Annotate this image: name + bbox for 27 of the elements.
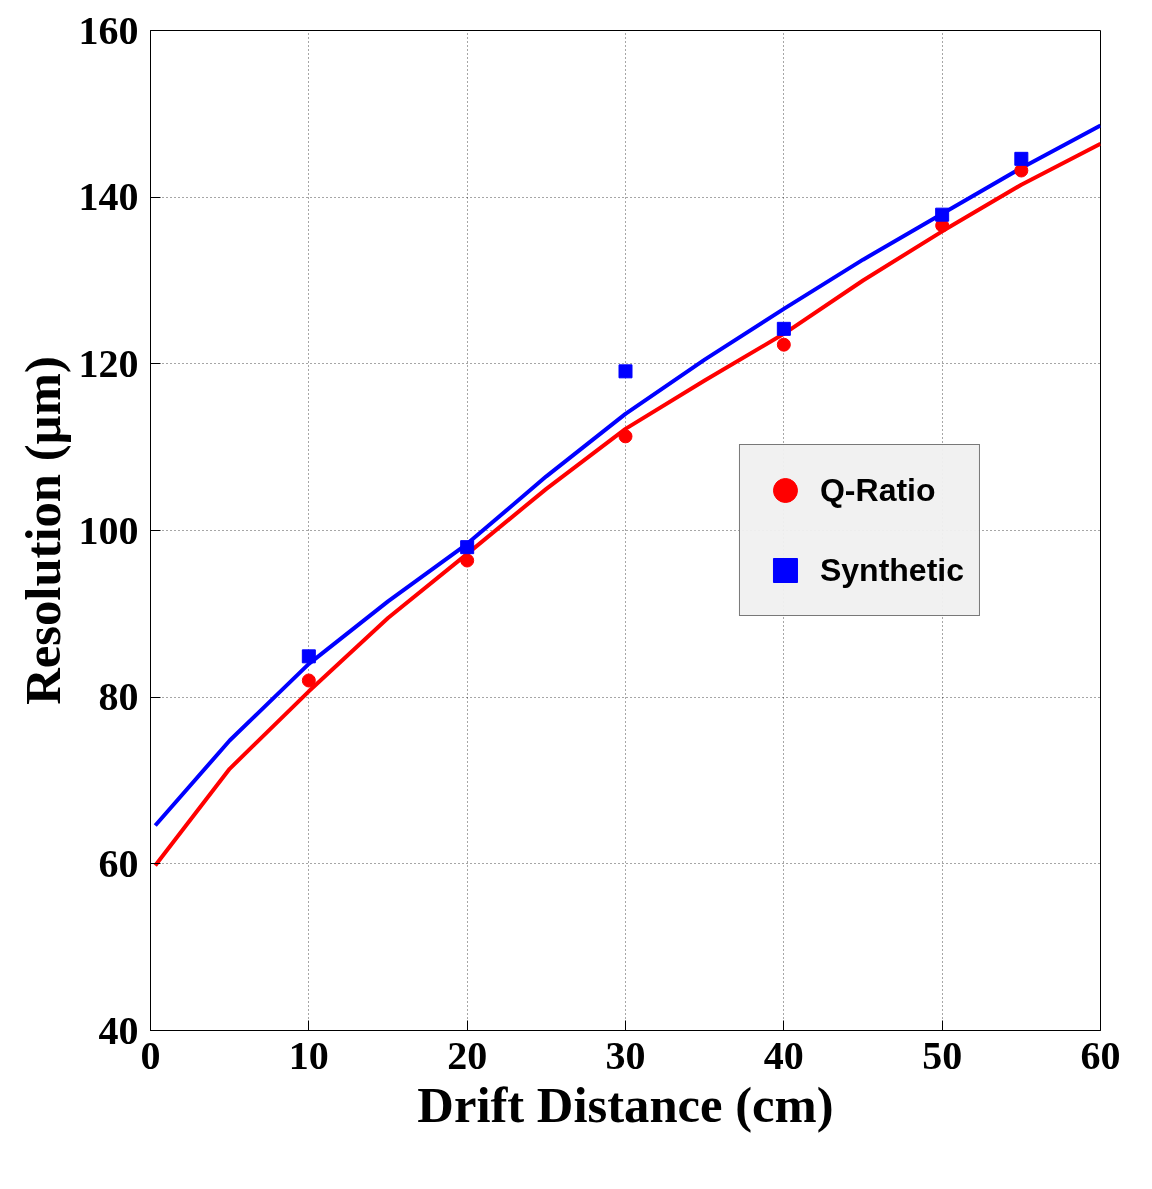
y-tick-label: 60 — [98, 840, 139, 886]
x-tick-label: 60 — [1080, 1032, 1121, 1078]
y-axis-title: Resolution (µm) — [14, 356, 71, 705]
x-axis-title: Drift Distance (cm) — [417, 1076, 834, 1133]
y-tick-label: 100 — [78, 507, 139, 553]
legend-label: Synthetic — [819, 551, 964, 589]
point — [301, 649, 316, 664]
x-tick-label: 30 — [605, 1032, 646, 1078]
x-tick-label: 40 — [763, 1032, 804, 1078]
point — [776, 321, 791, 336]
point — [301, 673, 316, 688]
y-tick-label: 160 — [78, 7, 139, 53]
legend-label: Q-Ratio — [819, 471, 936, 509]
point — [935, 207, 950, 222]
x-tick-label: 0 — [140, 1032, 161, 1078]
y-tick-label: 140 — [78, 174, 139, 220]
y-tick-label: 80 — [98, 674, 139, 720]
x-tick-label: 20 — [447, 1032, 488, 1078]
point — [618, 364, 633, 379]
point — [1014, 151, 1029, 166]
point — [460, 540, 475, 555]
x-tick-label: 50 — [922, 1032, 963, 1078]
y-tick-label: 120 — [78, 340, 139, 386]
point — [618, 429, 633, 444]
point — [776, 337, 791, 352]
point — [460, 553, 475, 568]
x-tick-label: 10 — [288, 1032, 329, 1078]
